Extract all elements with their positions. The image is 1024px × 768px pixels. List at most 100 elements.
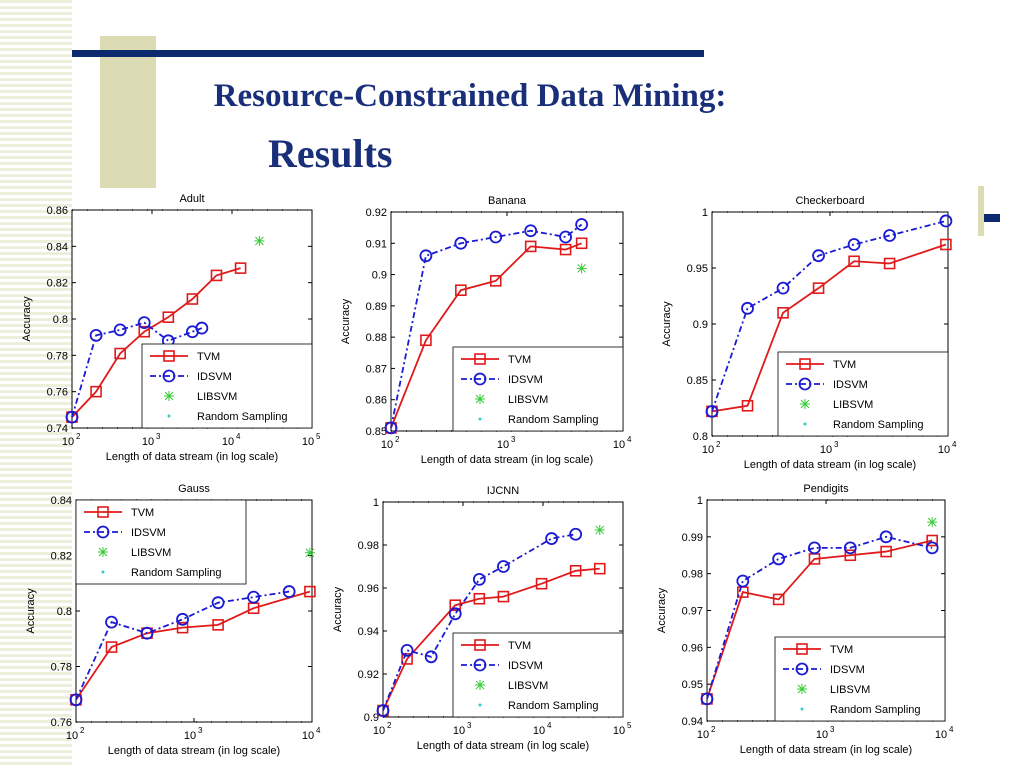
data-point-tvm xyxy=(593,562,606,575)
data-point-tvm xyxy=(473,592,486,605)
legend-box xyxy=(452,346,624,432)
data-point-idsvm xyxy=(559,230,572,244)
y-tick-label: 1 xyxy=(373,497,379,509)
series-idsvm xyxy=(69,585,296,707)
y-axis-label: Accuracy xyxy=(340,298,352,344)
legend-marker xyxy=(474,353,486,365)
legend-marker xyxy=(101,570,105,574)
data-point-tvm xyxy=(449,599,462,611)
series-line-idsvm xyxy=(390,223,583,429)
y-tick-label: 0.92 xyxy=(358,669,379,681)
x-tick-exponent: 3 xyxy=(830,725,835,734)
legend-item-libsvm: LIBSVM xyxy=(164,391,237,403)
series-line-tvm xyxy=(711,243,947,413)
series-libsvm xyxy=(304,547,315,558)
data-point-idsvm xyxy=(489,230,503,244)
legend-item-tvm: TVM xyxy=(783,643,853,656)
data-point-idsvm xyxy=(176,612,189,626)
data-point-tvm xyxy=(234,262,247,274)
data-point-tvm xyxy=(212,619,224,631)
legend-label: TVM xyxy=(833,359,856,371)
legend-marker xyxy=(162,369,176,383)
data-point-tvm xyxy=(777,307,789,319)
series-libsvm xyxy=(576,263,587,274)
x-tick-exponent: 2 xyxy=(76,432,81,441)
data-point-idsvm xyxy=(448,607,462,621)
series-libsvm xyxy=(594,524,605,535)
legend-marker xyxy=(98,547,108,557)
legend-label: LIBSVM xyxy=(508,394,548,406)
y-tick-label: 0.76 xyxy=(47,387,68,399)
legend-label: TVM xyxy=(830,644,853,656)
legend: TVM IDSVM LIBSVM Random Sampling xyxy=(141,343,313,429)
legend-item-libsvm: LIBSVM xyxy=(797,684,870,696)
series-idsvm xyxy=(705,214,953,418)
data-point-idsvm xyxy=(925,541,939,555)
data-point-idsvm xyxy=(419,249,433,263)
legend-label: IDSVM xyxy=(833,379,868,391)
data-point-idsvm xyxy=(113,323,127,337)
y-tick-label: 0.76 xyxy=(51,717,72,729)
legend-box xyxy=(774,636,946,722)
data-point-idsvm xyxy=(247,590,261,604)
x-tick-exponent: 2 xyxy=(387,721,392,730)
data-point-idsvm xyxy=(384,421,398,435)
data-point-idsvm xyxy=(65,410,79,424)
x-axis-label: Length of data stream (in log scale) xyxy=(417,740,589,752)
series-line-tvm xyxy=(706,539,933,700)
x-tick-exponent: 4 xyxy=(236,432,241,441)
legend-label: IDSVM xyxy=(508,374,543,386)
y-tick-label: 0.86 xyxy=(47,205,68,217)
legend-item-libsvm: LIBSVM xyxy=(475,394,548,406)
legend-marker xyxy=(474,639,486,651)
chart-title: Banana xyxy=(488,195,527,207)
x-axis-label: Length of data stream (in log scale) xyxy=(108,745,280,757)
x-tick-label: 10 xyxy=(697,729,709,741)
legend-item-tvm: TVM xyxy=(461,353,531,366)
y-tick-label: 0.86 xyxy=(366,395,387,407)
series-line-tvm xyxy=(71,267,241,418)
data-point-idsvm xyxy=(939,214,953,228)
series-libsvm xyxy=(927,517,938,528)
legend-marker xyxy=(96,525,110,539)
legend-marker xyxy=(164,391,174,401)
data-point-idsvm xyxy=(843,541,857,555)
data-point-idsvm xyxy=(376,704,390,717)
y-tick-label: 1 xyxy=(702,207,708,219)
data-point-idsvm xyxy=(472,573,486,586)
legend-label: IDSVM xyxy=(830,664,865,676)
x-tick-label: 10 xyxy=(373,725,385,737)
data-point-tvm xyxy=(138,325,151,338)
data-point-tvm xyxy=(926,534,938,547)
x-axis-label: Length of data stream (in log scale) xyxy=(744,459,916,471)
y-tick-label: 0.88 xyxy=(366,332,387,344)
tan-vertical-bar xyxy=(100,36,156,188)
data-point-tvm xyxy=(401,653,413,665)
series-line-idsvm xyxy=(706,535,933,700)
legend-marker xyxy=(798,377,812,391)
series-line-tvm xyxy=(75,590,311,701)
x-tick-label: 10 xyxy=(702,444,714,456)
legend-marker xyxy=(478,703,482,707)
right-tan-decoration xyxy=(978,186,984,236)
x-tick-exponent: 2 xyxy=(711,725,716,734)
data-point-tvm xyxy=(455,284,467,297)
legend-item-random: Random Sampling xyxy=(478,700,599,712)
data-point-idsvm xyxy=(736,574,750,588)
x-tick-label: 10 xyxy=(184,730,196,742)
legend-item-random: Random Sampling xyxy=(167,411,288,423)
x-tick-label: 10 xyxy=(613,725,625,737)
legend-marker xyxy=(97,506,109,518)
x-tick-exponent: 2 xyxy=(80,726,85,735)
data-point-tvm xyxy=(497,590,510,603)
y-axis-label: Accuracy xyxy=(21,296,33,342)
series-line-idsvm xyxy=(711,220,947,412)
y-tick-label: 0.8 xyxy=(57,606,72,618)
series-line-idsvm xyxy=(75,590,290,701)
data-point-tvm xyxy=(883,257,896,270)
legend-item-idsvm: IDSVM xyxy=(150,369,232,383)
data-point-tvm xyxy=(105,641,118,653)
